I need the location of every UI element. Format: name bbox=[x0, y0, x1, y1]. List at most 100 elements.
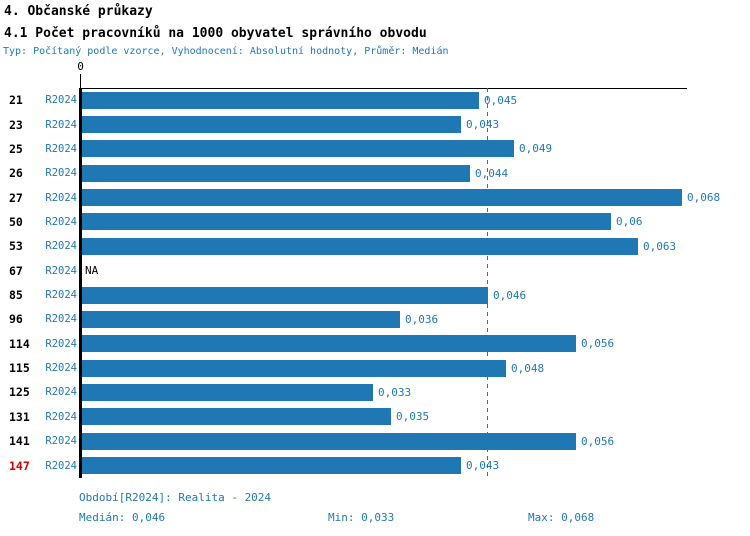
bar-area: 0,056 bbox=[82, 332, 750, 356]
series-tag-label: R2024 bbox=[45, 386, 77, 399]
bar-area: 0,049 bbox=[82, 137, 750, 161]
category-label: 27 bbox=[9, 190, 23, 205]
value-bar bbox=[82, 140, 514, 158]
value-bar bbox=[82, 457, 461, 475]
category-label: 147 bbox=[9, 458, 30, 473]
series-tag-label: R2024 bbox=[45, 94, 77, 107]
value-bar bbox=[82, 91, 479, 109]
value-label: 0,033 bbox=[378, 385, 412, 399]
value-bar bbox=[82, 237, 638, 255]
value-label: 0,044 bbox=[475, 166, 509, 180]
chart-row: 25 R2024 0,049 bbox=[0, 137, 750, 161]
chart-row: 27 R2024 0,068 bbox=[0, 185, 750, 209]
chart-row: 96 R2024 0,036 bbox=[0, 307, 750, 331]
bar-area: 0,033 bbox=[82, 380, 750, 404]
value-bar bbox=[82, 213, 611, 231]
value-bar bbox=[82, 432, 576, 450]
series-tag-label: R2024 bbox=[45, 191, 77, 204]
value-label: 0,056 bbox=[581, 337, 615, 351]
chart-row: 50 R2024 0,06 bbox=[0, 210, 750, 234]
chart-row: 147 R2024 0,043 bbox=[0, 453, 750, 477]
value-bar bbox=[82, 189, 682, 207]
footer-median-stat: Medián: 0,046 bbox=[79, 511, 166, 524]
footer-max-stat: Max: 0,068 bbox=[528, 511, 595, 524]
value-label: 0,043 bbox=[466, 459, 500, 473]
footer-min-stat: Min: 0,033 bbox=[328, 511, 395, 524]
series-tag-label: R2024 bbox=[45, 142, 77, 155]
value-label: 0,06 bbox=[616, 215, 643, 229]
chart-row: 26 R2024 0,044 bbox=[0, 161, 750, 185]
value-label: 0,063 bbox=[643, 239, 677, 253]
value-label: 0,043 bbox=[466, 118, 500, 132]
median-reference-line bbox=[487, 88, 488, 478]
chart-top-border bbox=[79, 88, 687, 89]
chart-row: 67 R2024 NA bbox=[0, 259, 750, 283]
bar-area: 0,06 bbox=[82, 210, 750, 234]
series-tag-label: R2024 bbox=[45, 118, 77, 131]
value-bar bbox=[82, 116, 461, 134]
chart-row: 125 R2024 0,033 bbox=[0, 380, 750, 404]
chart-row: 53 R2024 0,063 bbox=[0, 234, 750, 258]
chart-row: 85 R2024 0,046 bbox=[0, 283, 750, 307]
series-tag-label: R2024 bbox=[45, 289, 77, 302]
indicator-subtitle: Typ: Počítaný podle vzorce, Vyhodnocení:… bbox=[3, 46, 449, 57]
bar-area: 0,048 bbox=[82, 356, 750, 380]
axis-zero-tick bbox=[80, 74, 81, 88]
value-label: 0,046 bbox=[493, 288, 527, 302]
value-bar bbox=[82, 383, 373, 401]
category-label: 25 bbox=[9, 141, 23, 156]
category-label: 114 bbox=[9, 336, 30, 351]
value-label: 0,036 bbox=[405, 312, 439, 326]
bar-area: 0,045 bbox=[82, 88, 750, 112]
series-tag-label: R2024 bbox=[45, 215, 77, 228]
bar-chart: 21 R2024 0,045 23 R2024 0,043 25 R2024 0,049 26 R2… bbox=[0, 88, 750, 478]
value-bar bbox=[82, 335, 576, 353]
category-label: 125 bbox=[9, 385, 30, 400]
category-label: 96 bbox=[9, 312, 23, 327]
bar-area: 0,068 bbox=[82, 185, 750, 209]
bar-area: 0,044 bbox=[82, 161, 750, 185]
chart-row: 131 R2024 0,035 bbox=[0, 405, 750, 429]
chart-row: 114 R2024 0,056 bbox=[0, 332, 750, 356]
chart-row: 115 R2024 0,048 bbox=[0, 356, 750, 380]
category-label: 21 bbox=[9, 93, 23, 108]
na-label: NA bbox=[85, 264, 99, 278]
axis-zero-label: 0 bbox=[77, 60, 84, 73]
bar-area: 0,046 bbox=[82, 283, 750, 307]
category-label: 131 bbox=[9, 409, 30, 424]
indicator-title: 4.1 Počet pracovníků na 1000 obyvatel sp… bbox=[4, 26, 427, 41]
bar-area: 0,035 bbox=[82, 405, 750, 429]
series-tag-label: R2024 bbox=[45, 264, 77, 277]
value-bar bbox=[82, 310, 400, 328]
category-label: 67 bbox=[9, 263, 23, 278]
chart-y-axis-line bbox=[79, 88, 82, 478]
bar-area: 0,043 bbox=[82, 453, 750, 477]
footer-period-label: Období[R2024]: Realita - 2024 bbox=[79, 491, 272, 504]
value-label: 0,035 bbox=[396, 410, 430, 424]
category-label: 53 bbox=[9, 239, 23, 254]
chapter-title: 4. Občanské průkazy bbox=[4, 4, 153, 19]
value-label: 0,056 bbox=[581, 434, 615, 448]
chart-row: 141 R2024 0,056 bbox=[0, 429, 750, 453]
category-label: 50 bbox=[9, 214, 23, 229]
series-tag-label: R2024 bbox=[45, 435, 77, 448]
bar-area: 0,063 bbox=[82, 234, 750, 258]
series-tag-label: R2024 bbox=[45, 459, 77, 472]
series-tag-label: R2024 bbox=[45, 313, 77, 326]
category-label: 85 bbox=[9, 288, 23, 303]
value-label: 0,045 bbox=[484, 93, 518, 107]
value-label: 0,049 bbox=[519, 142, 553, 156]
value-bar bbox=[82, 286, 488, 304]
category-label: 26 bbox=[9, 166, 23, 181]
bar-area: NA bbox=[82, 259, 750, 283]
value-bar bbox=[82, 408, 391, 426]
series-tag-label: R2024 bbox=[45, 240, 77, 253]
series-tag-label: R2024 bbox=[45, 337, 77, 350]
series-tag-label: R2024 bbox=[45, 410, 77, 423]
category-label: 23 bbox=[9, 117, 23, 132]
chart-row: 21 R2024 0,045 bbox=[0, 88, 750, 112]
value-label: 0,068 bbox=[687, 191, 721, 205]
bar-area: 0,056 bbox=[82, 429, 750, 453]
value-bar bbox=[82, 164, 470, 182]
